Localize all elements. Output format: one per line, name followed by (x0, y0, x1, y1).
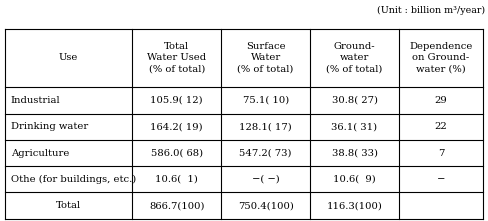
Text: Surface
Water
(% of total): Surface Water (% of total) (238, 42, 294, 74)
Text: (Unit : billion m³/year): (Unit : billion m³/year) (377, 6, 486, 15)
Text: 75.1( 10): 75.1( 10) (243, 96, 289, 105)
Text: 866.7(100): 866.7(100) (149, 201, 204, 210)
Text: Total
Water Used
(% of total): Total Water Used (% of total) (147, 42, 206, 74)
Text: 750.4(100): 750.4(100) (238, 201, 294, 210)
Text: 30.8( 27): 30.8( 27) (331, 96, 378, 105)
Text: 29: 29 (435, 96, 447, 105)
Text: 38.8( 33): 38.8( 33) (331, 149, 378, 158)
Text: 116.3(100): 116.3(100) (326, 201, 383, 210)
Text: Othe (for buildings, etc.): Othe (for buildings, etc.) (11, 175, 136, 184)
Text: Agriculture: Agriculture (11, 149, 69, 158)
Text: 36.1( 31): 36.1( 31) (331, 122, 378, 131)
Text: 164.2( 19): 164.2( 19) (150, 122, 203, 131)
Text: 586.0( 68): 586.0( 68) (151, 149, 203, 158)
Text: Drinking water: Drinking water (11, 122, 88, 131)
Text: Dependence
on Ground-
water (%): Dependence on Ground- water (%) (409, 42, 473, 74)
Text: Total: Total (56, 201, 81, 210)
Text: 7: 7 (438, 149, 444, 158)
Text: 10.6(  9): 10.6( 9) (333, 175, 376, 184)
Text: Ground-
water
(% of total): Ground- water (% of total) (326, 42, 383, 74)
Text: Industrial: Industrial (11, 96, 61, 105)
Text: −: − (437, 175, 445, 184)
Text: 105.9( 12): 105.9( 12) (150, 96, 203, 105)
Text: 22: 22 (435, 122, 447, 131)
Text: Use: Use (59, 53, 78, 63)
Text: −( −): −( −) (252, 175, 280, 184)
Text: 547.2( 73): 547.2( 73) (240, 149, 292, 158)
Text: 10.6(  1): 10.6( 1) (155, 175, 198, 184)
Text: 128.1( 17): 128.1( 17) (239, 122, 292, 131)
